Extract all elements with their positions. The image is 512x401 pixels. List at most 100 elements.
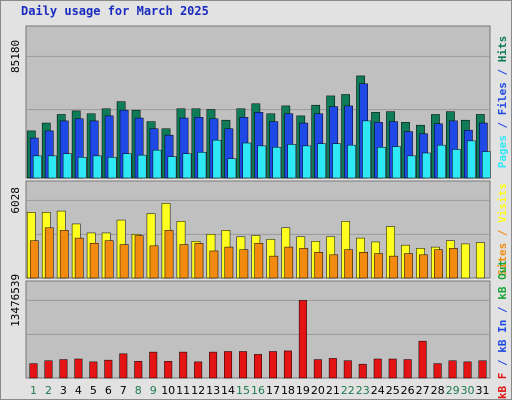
bar-pages-day-6	[107, 157, 117, 179]
bar-sites-day-18	[284, 246, 294, 279]
x-tick-label-18: 18	[281, 384, 295, 397]
bar-pages-day-19	[302, 145, 312, 179]
y-max-label-kb: 13476539	[9, 274, 22, 327]
bar-pages-day-13	[212, 139, 222, 179]
x-tick-label-11: 11	[176, 384, 190, 397]
x-tick-label-1: 1	[30, 384, 37, 397]
bar-sites-day-17	[269, 255, 279, 279]
side-legend-item-kb-0: kB F	[496, 373, 509, 400]
x-tick-label-7: 7	[120, 384, 127, 397]
bar-kb-f-day-17	[268, 351, 277, 379]
x-tick-label-29: 29	[446, 384, 460, 397]
bar-sites-day-2	[44, 227, 54, 279]
x-tick-label-8: 8	[135, 384, 142, 397]
x-tick-label-24: 24	[371, 384, 385, 397]
bar-pages-day-3	[62, 153, 72, 179]
bar-pages-day-27	[422, 152, 431, 179]
x-tick-label-16: 16	[251, 384, 265, 397]
bar-kb-f-day-20	[313, 359, 322, 379]
bar-pages-day-15	[242, 142, 252, 179]
bar-pages-day-10	[167, 156, 177, 179]
bar-kb-f-day-23	[358, 363, 367, 379]
bar-kb-f-day-13	[209, 351, 218, 379]
bar-pages-day-22	[347, 144, 356, 179]
x-tick-label-20: 20	[311, 384, 325, 397]
bar-kb-f-day-9	[149, 351, 158, 379]
bar-sites-day-10	[164, 230, 174, 279]
bar-kb-f-day-27	[418, 340, 427, 379]
side-legend-visits-sites: Sites / Visits	[496, 183, 509, 276]
bar-kb-f-day-3	[59, 359, 68, 379]
bar-pages-day-26	[407, 155, 416, 179]
bar-pages-day-17	[272, 147, 282, 179]
side-legend-item-kb-1: /	[496, 353, 509, 373]
bar-sites-day-16	[254, 242, 264, 279]
x-tick-label-23: 23	[356, 384, 370, 397]
x-tick-label-19: 19	[296, 384, 310, 397]
bar-pages-day-25	[392, 146, 401, 179]
bar-sites-day-8	[134, 235, 144, 279]
x-tick-label-3: 3	[60, 384, 67, 397]
side-legend-item-visits-sites-0: Sites	[496, 243, 509, 276]
side-legend-item-visits-sites-2: Visits	[496, 183, 509, 223]
bar-pages-day-12	[197, 152, 207, 179]
x-tick-label-30: 30	[461, 384, 475, 397]
side-legend-kb: kB F / kB In / kB Out	[496, 260, 509, 399]
bar-pages-day-31	[481, 151, 491, 179]
bar-pages-day-28	[437, 144, 446, 179]
chart-title: Daily usage for March 2025	[21, 4, 209, 18]
side-legend-item-kb-3: /	[496, 300, 509, 320]
bar-kb-f-day-22	[343, 360, 352, 379]
x-tick-label-6: 6	[105, 384, 112, 397]
bar-pages-day-9	[152, 149, 162, 179]
bar-kb-f-day-6	[104, 359, 113, 379]
x-tick-label-22: 22	[341, 384, 355, 397]
bar-kb-f-day-1	[29, 363, 38, 379]
bar-kb-f-day-24	[373, 358, 382, 379]
bar-sites-day-13	[209, 250, 219, 279]
bar-kb-f-day-31	[478, 360, 487, 379]
bar-kb-f-day-30	[463, 361, 472, 379]
bar-kb-f-day-25	[388, 358, 397, 379]
bar-kb-f-day-14	[224, 351, 233, 379]
x-tick-label-28: 28	[431, 384, 445, 397]
bar-pages-day-21	[332, 143, 342, 179]
bar-sites-day-6	[104, 240, 114, 279]
bar-kb-f-day-11	[179, 351, 188, 379]
bar-kb-f-day-29	[448, 360, 457, 379]
bar-pages-day-14	[227, 158, 237, 179]
bar-pages-day-24	[377, 147, 386, 179]
bar-pages-day-7	[122, 153, 132, 179]
bar-sites-day-4	[74, 237, 84, 279]
bar-kb-f-day-8	[134, 361, 143, 379]
bar-pages-day-8	[137, 154, 147, 179]
bar-kb-f-day-16	[254, 354, 262, 379]
x-tick-label-12: 12	[191, 384, 205, 397]
bar-kb-f-day-19	[298, 300, 307, 379]
side-legend-item-hits-files-pages-1: /	[496, 115, 509, 135]
bar-pages-day-5	[92, 155, 102, 179]
x-tick-label-26: 26	[401, 384, 415, 397]
bar-sites-day-24	[374, 253, 383, 279]
side-legend-item-hits-files-pages-0: Pages	[496, 135, 509, 168]
bar-pages-day-29	[452, 149, 461, 179]
bar-sites-day-23	[359, 252, 368, 279]
bar-kb-f-day-21	[328, 358, 337, 379]
bar-kb-f-day-15	[239, 351, 248, 379]
bar-pages-day-30	[467, 140, 476, 179]
side-legend-item-visits-sites-1: /	[496, 223, 509, 243]
bar-pages-day-2	[47, 155, 57, 179]
bar-visits-day-31	[475, 242, 485, 279]
side-legend-item-hits-files-pages-3: /	[496, 62, 509, 82]
x-tick-label-2: 2	[45, 384, 52, 397]
x-tick-label-4: 4	[75, 384, 82, 397]
bar-sites-day-9	[149, 245, 159, 279]
bar-pages-day-16	[257, 145, 267, 179]
y-max-label-visits-sites: 6028	[9, 187, 22, 214]
bar-sites-day-20	[314, 252, 324, 279]
bar-sites-day-15	[239, 249, 249, 279]
side-legend-item-kb-4: kB Out	[496, 260, 509, 300]
x-tick-label-5: 5	[90, 384, 97, 397]
